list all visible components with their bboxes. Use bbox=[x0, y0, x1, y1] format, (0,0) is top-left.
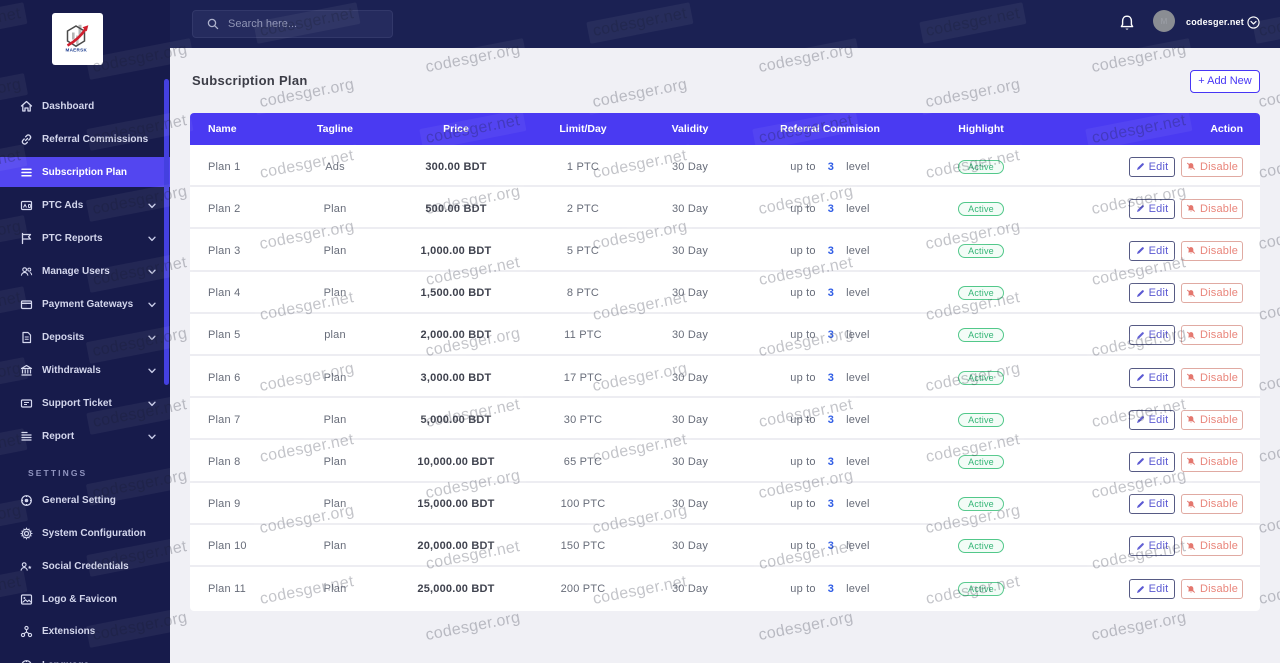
svg-text:MAERSK: MAERSK bbox=[65, 48, 87, 53]
